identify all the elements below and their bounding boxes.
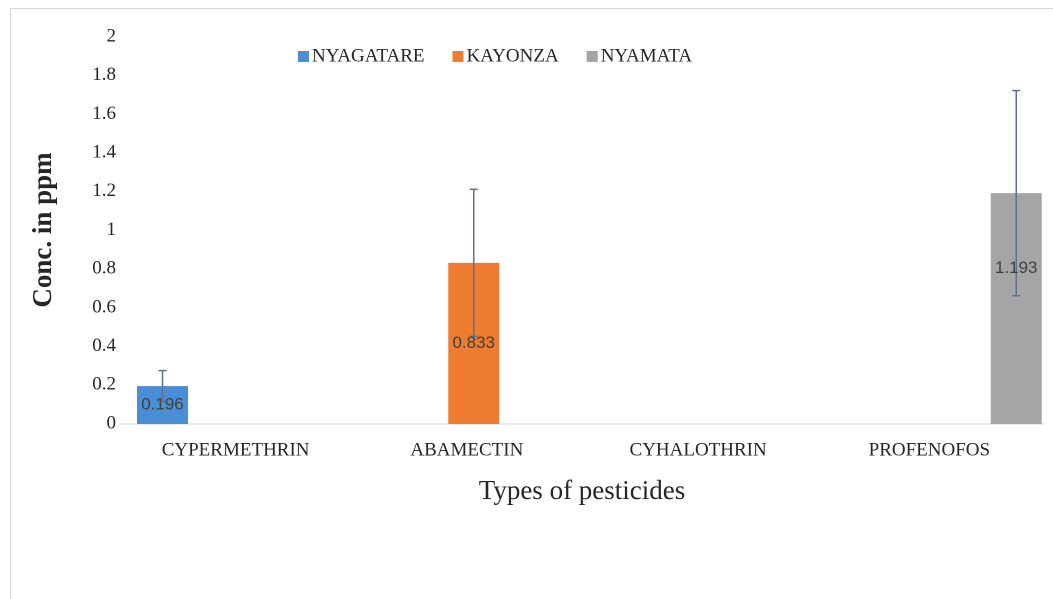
y-tick-label: 0.2 bbox=[92, 374, 116, 395]
y-tick-label: 1.6 bbox=[92, 103, 116, 124]
y-tick-label: 1 bbox=[107, 219, 117, 240]
legend-swatch bbox=[298, 51, 309, 62]
y-tick-label: 1.8 bbox=[92, 64, 116, 85]
data-label: 1.193 bbox=[995, 258, 1038, 277]
legend-swatch bbox=[452, 51, 464, 62]
y-axis-title: Conc. in ppm bbox=[27, 152, 57, 308]
y-tick-label: 2 bbox=[107, 25, 117, 46]
data-label: 0.196 bbox=[141, 395, 184, 414]
x-tick-label: PROFENOFOS bbox=[869, 439, 990, 460]
y-tick-label: 0 bbox=[107, 412, 117, 433]
legend-label: KAYONZA bbox=[466, 45, 558, 66]
legend-swatch bbox=[586, 51, 598, 62]
data-label: 0.833 bbox=[452, 333, 495, 352]
x-axis-title: Types of pesticides bbox=[479, 475, 686, 505]
chart-frame bbox=[10, 8, 1053, 599]
y-tick-label: 1.2 bbox=[92, 180, 116, 201]
y-tick-label: 0.8 bbox=[92, 258, 116, 279]
x-tick-label: CYPERMETHRIN bbox=[162, 439, 310, 460]
legend-label: NYAGATARE bbox=[312, 45, 424, 66]
y-tick-label: 1.4 bbox=[92, 141, 116, 162]
x-tick-label: ABAMECTIN bbox=[410, 439, 523, 460]
y-tick-label: 0.4 bbox=[92, 335, 116, 356]
x-tick-label: CYHALOTHRIN bbox=[630, 439, 767, 460]
legend-label: NYAMATA bbox=[601, 45, 693, 66]
y-tick-label: 0.6 bbox=[92, 296, 116, 317]
